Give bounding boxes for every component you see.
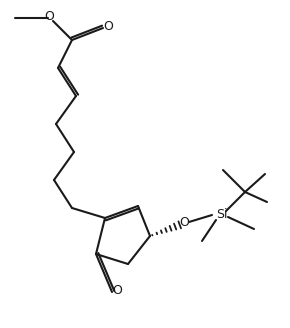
Text: O: O [179,215,189,229]
Text: O: O [112,283,122,297]
Text: O: O [103,20,113,33]
Text: Si: Si [216,209,228,221]
Text: O: O [44,10,54,23]
